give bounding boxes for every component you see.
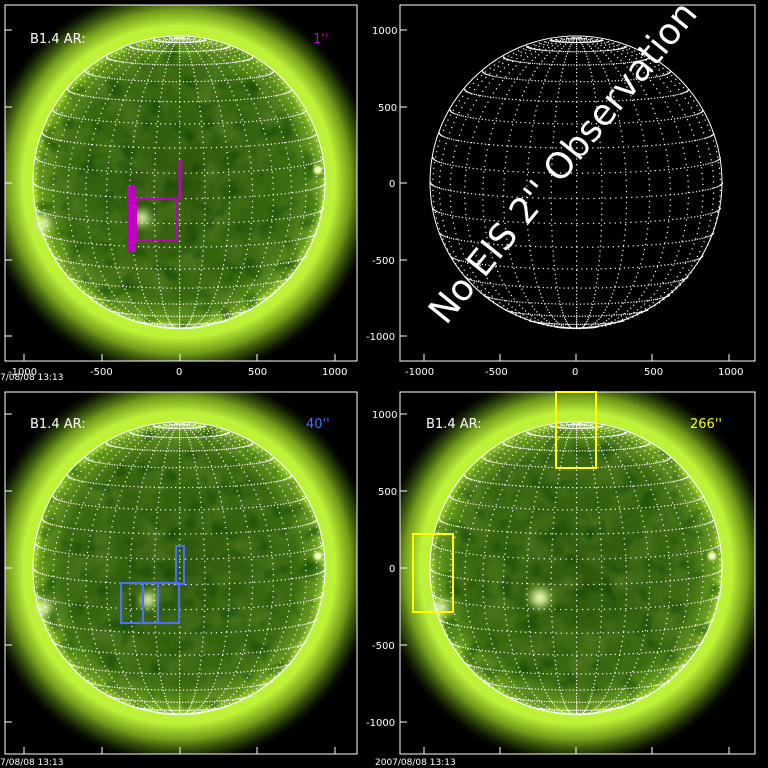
eis-raster-boxes [120,545,185,624]
x-axis-labels: -1000 -500 0 500 1000 [405,367,743,378]
heliographic-grid [430,37,724,330]
resolution-label: 40'' [306,417,330,432]
x-tick-label: -500 [485,367,508,378]
no-observation-message: No EIS 2'' Observation [421,0,705,332]
y-tick-label: -500 [372,256,395,267]
eis-raster-wide [127,186,136,252]
y-tick-label: 500 [378,487,397,498]
x-tick-label: -1000 [405,367,434,378]
timestamp: 7/08/08 13:13 [0,373,64,383]
timestamp: 7/08/08 13:13 [0,758,64,768]
plot-frame [4,391,358,755]
y-tick-label: 500 [378,103,397,114]
y-tick-label: 1000 [372,410,397,421]
resolution-label: 1'' [313,32,328,47]
heliographic-grid [33,37,327,330]
y-axis-labels: 1000 500 0 -500 -1000 [366,26,397,343]
heliographic-grid [33,423,327,716]
resolution-label: 266'' [690,417,722,432]
x-tick-label: 0 [572,367,578,378]
x-tick-label: 1000 [322,367,347,378]
y-tick-label: -1000 [366,332,395,343]
y-tick-label: -500 [372,641,395,652]
panel-top-right: 1000 500 0 -500 -1000 -1000 -500 0 500 1… [366,0,756,378]
axis-ticks [5,413,336,754]
x-tick-label: 500 [248,367,267,378]
x-tick-label: -500 [90,367,113,378]
panel-bottom-left: B1.4 AR: 40'' 7/08/08 13:13 [0,391,358,768]
x-tick-label: -1000 [8,367,37,378]
panel-bottom-right: B1.4 AR: 266'' 1000 500 0 -500 -1000 200… [366,391,756,768]
panel-top-left: B1.4 AR: 1'' -1000 -500 0 500 1000 7/08/… [0,4,358,383]
x-axis-labels: -1000 -500 0 500 1000 [8,367,347,378]
timestamp: 2007/08/08 13:13 [375,758,456,768]
target-label: B1.4 AR: [426,417,482,432]
axis-ticks [400,29,730,361]
y-tick-label: 0 [389,564,395,575]
y-tick-label: 0 [389,179,395,190]
y-axis-labels: 1000 500 0 -500 -1000 [366,410,397,729]
x-tick-label: 0 [176,367,182,378]
axis-ticks [400,413,730,754]
target-label: B1.4 AR: [30,417,86,432]
y-axis-ticks [5,29,336,361]
y-tick-label: -1000 [366,718,395,729]
heliographic-grid [430,423,724,716]
x-tick-label: 500 [644,367,663,378]
target-label: B1.4 AR: [30,32,86,47]
eis-raster-boxes [412,391,597,613]
y-tick-label: 1000 [372,26,397,37]
x-tick-label: 1000 [718,367,743,378]
